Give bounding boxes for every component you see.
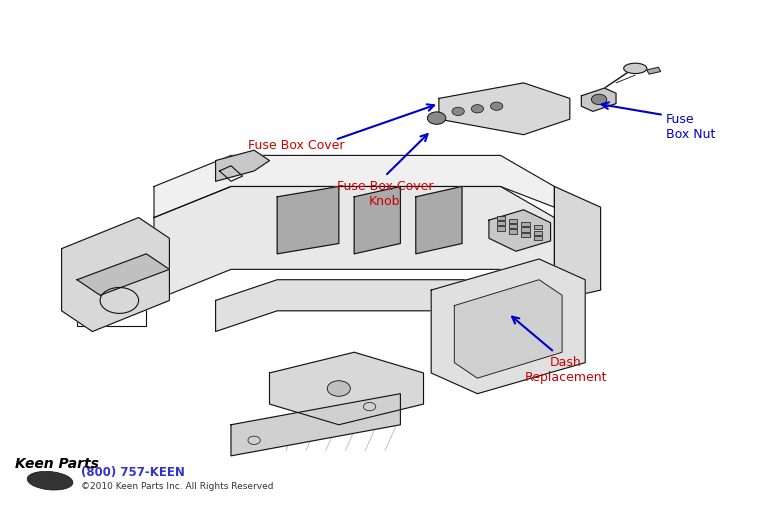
Polygon shape (581, 88, 616, 111)
Circle shape (327, 381, 350, 396)
Bar (509, 219, 517, 223)
Polygon shape (416, 186, 462, 254)
Polygon shape (489, 210, 551, 251)
Bar (534, 225, 542, 229)
Text: (800) 757-KEEN: (800) 757-KEEN (81, 466, 185, 479)
Circle shape (452, 107, 464, 116)
Circle shape (471, 105, 484, 113)
Text: Keen Parts: Keen Parts (15, 456, 99, 471)
Bar (521, 222, 530, 226)
Ellipse shape (624, 63, 647, 74)
Bar (77, 290, 146, 326)
Text: Dash
Replacement: Dash Replacement (524, 356, 608, 384)
Polygon shape (454, 280, 562, 378)
Text: Fuse
Box Nut: Fuse Box Nut (666, 113, 715, 141)
Bar (521, 227, 530, 232)
Bar (534, 236, 542, 240)
Circle shape (427, 112, 446, 124)
Polygon shape (231, 394, 400, 456)
Polygon shape (554, 186, 601, 300)
Bar (521, 233, 530, 237)
Polygon shape (277, 186, 339, 254)
Polygon shape (431, 259, 585, 394)
Circle shape (490, 102, 503, 110)
Polygon shape (77, 254, 169, 295)
Bar (497, 226, 505, 231)
Polygon shape (216, 150, 270, 181)
Polygon shape (216, 280, 539, 332)
Circle shape (591, 94, 607, 105)
Bar (509, 224, 517, 228)
Bar (534, 231, 542, 235)
Bar (497, 216, 505, 220)
Text: ©2010 Keen Parts Inc. All Rights Reserved: ©2010 Keen Parts Inc. All Rights Reserve… (81, 482, 273, 492)
Polygon shape (354, 186, 400, 254)
Ellipse shape (27, 471, 73, 490)
Polygon shape (154, 155, 554, 218)
Text: Fuse Box Cover
Knob: Fuse Box Cover Knob (336, 180, 434, 208)
Text: Fuse Box Cover: Fuse Box Cover (248, 138, 345, 152)
Bar (497, 221, 505, 225)
Polygon shape (647, 67, 661, 74)
Polygon shape (62, 218, 169, 332)
Polygon shape (270, 352, 424, 425)
Polygon shape (439, 83, 570, 135)
Polygon shape (154, 186, 554, 300)
Bar (509, 229, 517, 234)
